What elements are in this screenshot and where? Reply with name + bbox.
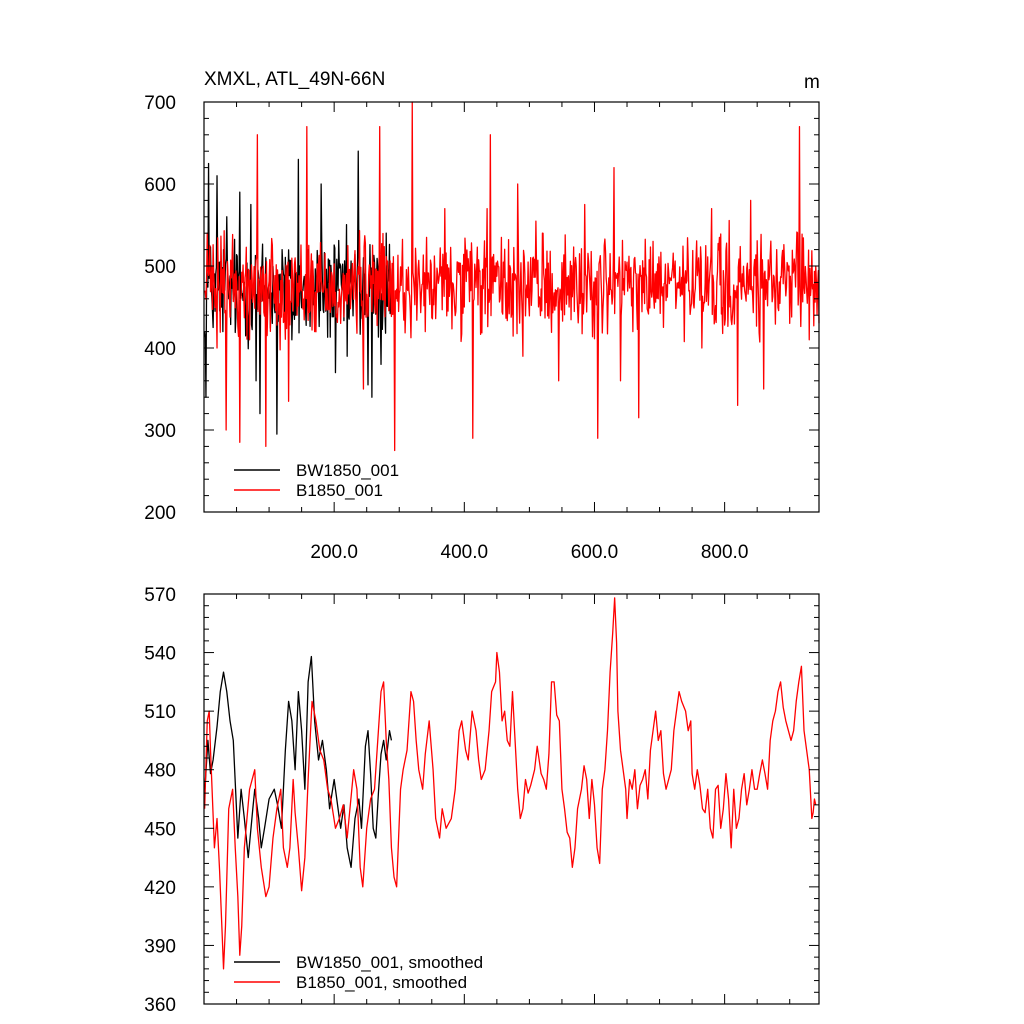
top-y-tick-label: 300 (144, 421, 176, 442)
top-plot-frame (203, 101, 820, 513)
bottom-y-tick-label: 570 (144, 585, 176, 606)
legend-label-bw1850-smoothed: BW1850_001, smoothed (296, 953, 483, 972)
chart-title: XMXL, ATL_49N-66N (204, 69, 385, 90)
top-x-tick-label: 200.0 (310, 542, 358, 563)
panel-top: XMXL, ATL_49N-66N m 20030040050060070020… (144, 69, 820, 563)
bottom-y-tick-label: 480 (144, 761, 176, 782)
units-label: m (804, 72, 820, 93)
bottom-y-tick-label: 420 (144, 878, 176, 899)
top-y-tick-label: 500 (144, 257, 176, 278)
bottom-y-tick-label: 510 (144, 702, 176, 723)
top-legend: BW1850_001 B1850_001 (234, 461, 399, 500)
bottom-axes: 360 390 420 450 480 510 540 570 (144, 585, 819, 1016)
bottom-series-line-b1850 (204, 597, 817, 970)
top-series-line-b1850 (204, 101, 820, 452)
legend-label-b1850: B1850_001 (296, 481, 383, 500)
panel-bottom: 360 390 420 450 480 510 540 570 BW1850_001, smo… (144, 585, 820, 1016)
top-x-tick-label: 800.0 (701, 542, 749, 563)
legend-label-bw1850: BW1850_001 (296, 461, 399, 480)
top-y-tick-label: 400 (144, 339, 176, 360)
top-x-tick-label: 400.0 (441, 542, 489, 563)
top-axes: 200 300 400 500 600 700 200.0 400.0 600.0 800.0 (144, 93, 819, 563)
top-series-group (204, 101, 820, 452)
top-y-tick-label: 200 (144, 503, 176, 524)
bottom-y-tick-label: 390 (144, 936, 176, 957)
top-y-tick-label: 700 (144, 93, 176, 114)
bottom-legend: BW1850_001, smoothed B1850_001, smoothed (234, 953, 483, 992)
bottom-y-tick-label: 540 (144, 644, 176, 665)
bottom-y-tick-label: 360 (144, 995, 176, 1016)
bottom-series-line-bw1850 (204, 655, 393, 868)
bottom-y-tick-label: 450 (144, 819, 176, 840)
legend-label-b1850-smoothed: B1850_001, smoothed (296, 973, 467, 992)
top-y-tick-label: 600 (144, 175, 176, 196)
bottom-series-group (204, 597, 817, 970)
bottom-plot-frame (203, 593, 820, 1005)
top-x-tick-label: 600.0 (571, 542, 619, 563)
